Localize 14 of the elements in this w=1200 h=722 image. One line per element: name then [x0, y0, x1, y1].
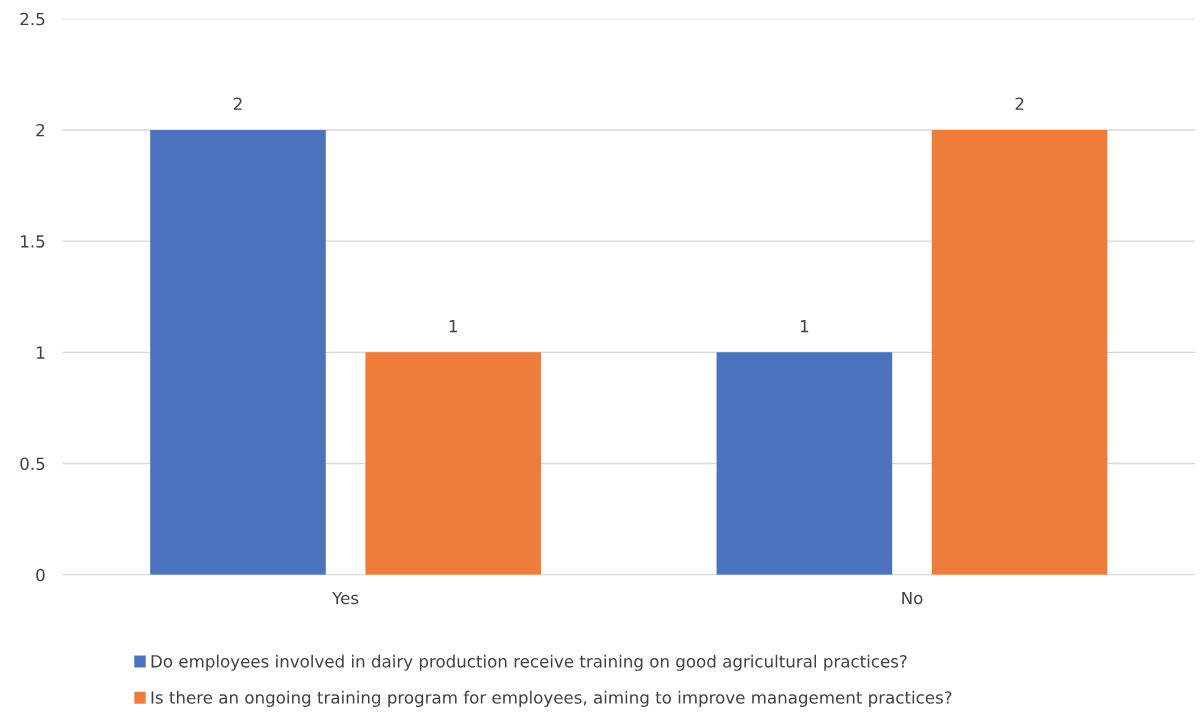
y-tick-label: 0 [36, 568, 45, 582]
x-tick-label: Yes [332, 591, 359, 605]
y-tick-label: 2.5 [20, 12, 45, 26]
data-label: 1 [800, 320, 809, 333]
y-tick-label: 1 [36, 346, 45, 359]
x-tick-label: No [902, 591, 923, 605]
y-tick-label: 2 [36, 123, 45, 137]
legend-label: Do employees involved in dairy production receive training on good agricultural practices? [151, 654, 907, 671]
legend-label: Is there an ongoing training program for employees, aiming to improve management practices? [151, 690, 952, 707]
data-label: 1 [449, 320, 457, 333]
y-tick-label: 1.5 [21, 235, 45, 248]
data-label: 2 [233, 97, 242, 110]
data-label: 2 [1015, 97, 1024, 110]
y-tick-label: 0.5 [20, 457, 45, 471]
